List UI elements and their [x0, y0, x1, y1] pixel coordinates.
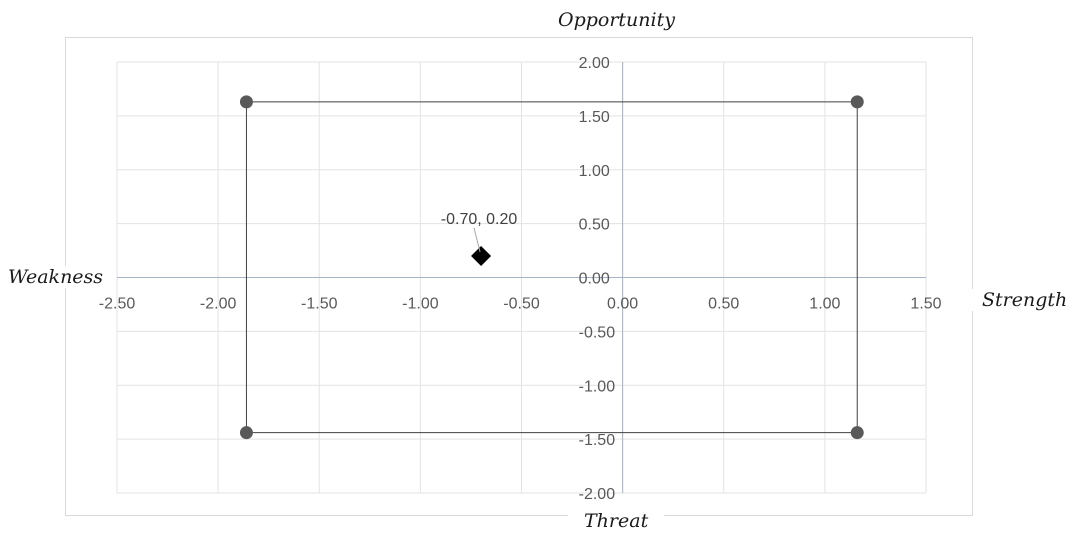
y-tick-label: 1.50: [579, 109, 610, 126]
series-line: [245, 101, 858, 434]
y-tick-label: 0.50: [579, 217, 610, 234]
x-tick-labels: -2.50 -2.00 -1.50 -1.00 -0.50 0.00 0.50 1.00 1.5…: [99, 296, 942, 313]
data-point: [239, 95, 253, 109]
y-tick-label: -1.50: [579, 432, 616, 449]
x-tick-label: -2.00: [200, 296, 237, 313]
label-weakness: Weakness: [8, 266, 108, 288]
y-tick-label: -1.00: [579, 378, 616, 395]
data-label-leader: [473, 227, 481, 253]
data-point: [850, 426, 864, 440]
x-tick-label: 1.00: [809, 296, 840, 313]
data-point: [471, 245, 492, 266]
y-tick-label: 0.00: [579, 271, 610, 288]
x-tick-label: 0.50: [708, 296, 739, 313]
data-point: [239, 426, 253, 440]
x-tick-label: 1.50: [910, 296, 941, 313]
gridlines: [116, 61, 927, 494]
data-series: -0.70, 0.20: [239, 95, 864, 440]
label-threat: Threat: [568, 510, 665, 532]
x-tick-label: -1.50: [301, 296, 338, 313]
x-tick-label: -2.50: [99, 296, 136, 313]
data-label: -0.70, 0.20: [441, 211, 518, 228]
y-tick-label: -2.00: [579, 486, 616, 503]
label-strength: Strength: [970, 289, 1072, 311]
x-tick-label: 0.00: [607, 296, 638, 313]
y-tick-label: -0.50: [579, 324, 616, 341]
y-tick-label: 2.00: [579, 55, 610, 72]
x-tick-label: -1.00: [402, 296, 439, 313]
y-tick-label: 1.00: [579, 163, 610, 180]
label-opportunity: Opportunity: [540, 9, 693, 31]
axes: [117, 62, 926, 493]
x-tick-label: -0.50: [503, 296, 540, 313]
data-point: [850, 95, 864, 109]
y-tick-labels: 2.00 1.50 1.00 0.50 0.00 -0.50 -1.00 -1.50 -2.00: [579, 55, 616, 503]
